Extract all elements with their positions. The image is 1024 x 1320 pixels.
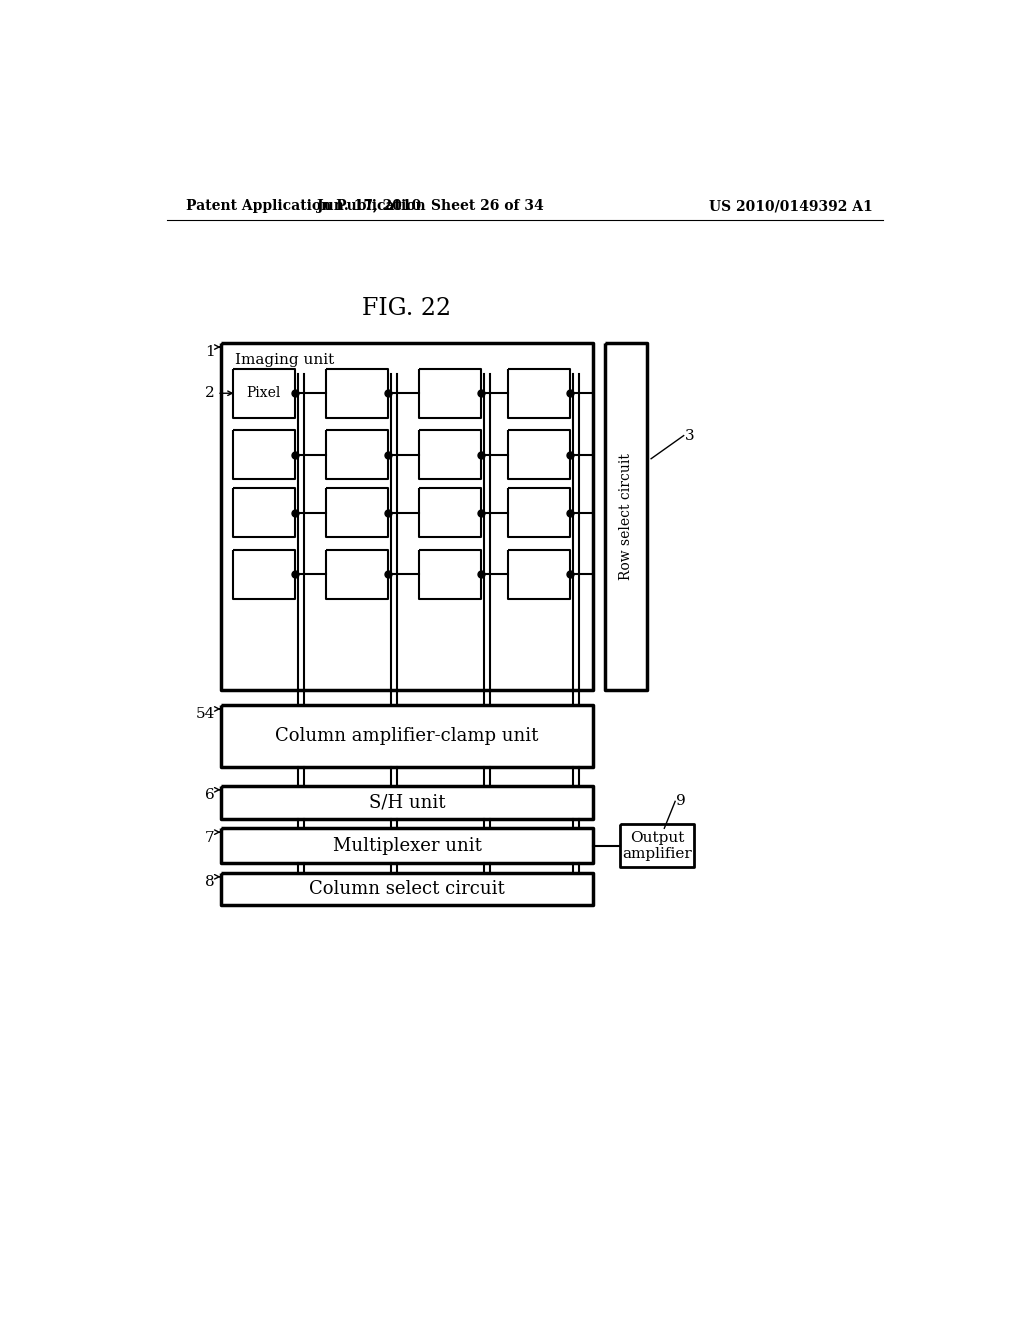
Text: Column amplifier-clamp unit: Column amplifier-clamp unit (275, 727, 539, 744)
Text: Patent Application Publication: Patent Application Publication (186, 199, 426, 213)
Text: Jun. 17, 2010  Sheet 26 of 34: Jun. 17, 2010 Sheet 26 of 34 (316, 199, 544, 213)
Text: Multiplexer unit: Multiplexer unit (333, 837, 481, 854)
Text: 54: 54 (196, 708, 215, 721)
Text: 8: 8 (205, 875, 215, 890)
Text: 1: 1 (205, 346, 215, 359)
Text: US 2010/0149392 A1: US 2010/0149392 A1 (710, 199, 873, 213)
Text: 9: 9 (676, 795, 686, 808)
Text: 2: 2 (205, 387, 215, 400)
Text: S/H unit: S/H unit (369, 793, 445, 812)
Text: 3: 3 (684, 429, 694, 442)
Text: Pixel: Pixel (247, 387, 281, 400)
Text: Column select circuit: Column select circuit (309, 880, 505, 898)
Text: Output
amplifier: Output amplifier (622, 830, 692, 861)
Text: Row select circuit: Row select circuit (618, 453, 633, 579)
Text: 6: 6 (205, 788, 215, 803)
Text: Imaging unit: Imaging unit (234, 354, 334, 367)
Text: 7: 7 (205, 830, 215, 845)
Text: FIG. 22: FIG. 22 (362, 297, 452, 319)
